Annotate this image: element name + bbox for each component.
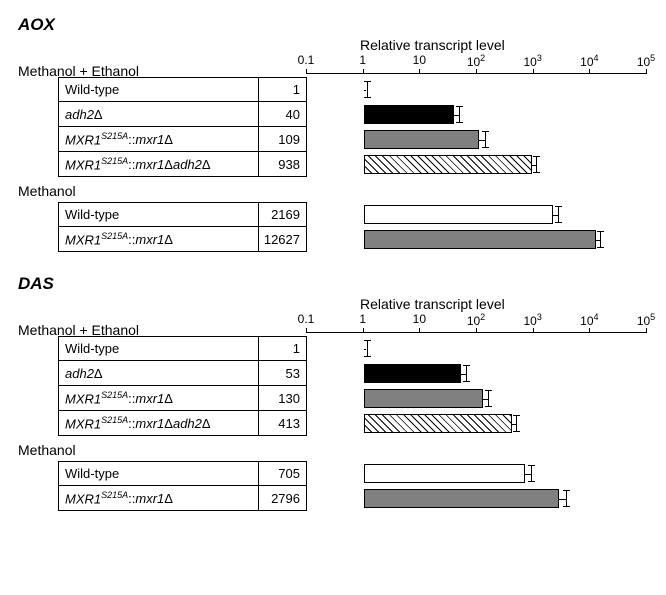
- bar-area: [307, 227, 647, 252]
- bar: [364, 230, 596, 249]
- axis-tick-label: 103: [523, 53, 541, 69]
- axis-title: Relative transcript level: [360, 37, 648, 53]
- error-bar: [566, 490, 567, 507]
- data-row: adh2Δ53: [59, 361, 648, 386]
- data-row: Wild-type705: [59, 461, 648, 486]
- error-bar: [488, 390, 489, 407]
- value-cell: 53: [259, 361, 307, 386]
- axis-tick-label: 1: [359, 312, 366, 326]
- data-row: MXR1S215A ::mxr1Δ109: [59, 127, 648, 152]
- strain-label: MXR1S215A ::mxr1Δ: [59, 227, 259, 252]
- bar: [364, 389, 484, 408]
- data-row: adh2Δ40: [59, 102, 648, 127]
- value-cell: 109: [259, 127, 307, 152]
- strain-label: adh2Δ: [59, 361, 259, 386]
- axis-tick-label: 0.1: [298, 53, 315, 67]
- bar: [364, 464, 525, 483]
- strain-label: MXR1S215A ::mxr1Δadh2Δ: [59, 152, 259, 177]
- error-bar: [600, 231, 601, 248]
- strain-label: Wild-type: [59, 77, 259, 102]
- axis-tick-label: 1: [359, 53, 366, 67]
- data-rows: Wild-type2169MXR1S215A ::mxr1Δ12627: [58, 202, 648, 252]
- value-cell: 40: [259, 102, 307, 127]
- data-row: MXR1S215A ::mxr1Δ12627: [59, 227, 648, 252]
- data-row: Wild-type1: [59, 336, 648, 361]
- axis-tick-label: 10: [413, 53, 426, 67]
- data-row: MXR1S215A ::mxr1Δ adh2Δ413: [59, 411, 648, 436]
- value-cell: 413: [259, 411, 307, 436]
- value-cell: 705: [259, 461, 307, 486]
- axis-tick-label: 10: [413, 312, 426, 326]
- bar: [364, 489, 559, 508]
- axis-tick-label: 104: [580, 53, 598, 69]
- error-bar: [367, 81, 368, 98]
- axis-tick-label: 105: [637, 312, 655, 328]
- bar-area: [307, 127, 647, 152]
- bar-area: [307, 102, 647, 127]
- gene-title: DAS: [18, 274, 648, 294]
- error-bar: [367, 340, 368, 357]
- data-rows: Wild-type705MXR1S215A ::mxr1Δ2796: [58, 461, 648, 511]
- data-row: MXR1S215A ::mxr1Δadh2Δ938: [59, 152, 648, 177]
- axis-tick-label: 103: [523, 312, 541, 328]
- data-rows: Wild-type1adh2Δ40MXR1S215A ::mxr1Δ109MXR…: [58, 77, 648, 177]
- data-row: Wild-type1: [59, 77, 648, 102]
- axis: 0.1110102103104105: [58, 55, 648, 77]
- bar: [364, 364, 462, 383]
- bar-area: [307, 152, 647, 177]
- error-bar: [466, 365, 467, 382]
- panel-das: DAS Relative transcript level 0.1 1 10 102 103…: [18, 274, 648, 511]
- axis-tick-label: 102: [467, 312, 485, 328]
- axis: 0.1110102103104105: [58, 314, 648, 336]
- panel-aox: AOX Relative transcript level 0.1 1 10 102 103…: [18, 15, 648, 252]
- value-cell: 2796: [259, 486, 307, 511]
- value-cell: 1: [259, 77, 307, 102]
- strain-label: MXR1S215A ::mxr1Δ: [59, 386, 259, 411]
- bar: [364, 155, 532, 174]
- error-bar: [531, 465, 532, 482]
- error-bar: [516, 415, 517, 432]
- value-cell: 1: [259, 336, 307, 361]
- value-cell: 130: [259, 386, 307, 411]
- value-cell: 938: [259, 152, 307, 177]
- data-rows: Wild-type1adh2Δ53MXR1S215A ::mxr1Δ130MXR…: [58, 336, 648, 436]
- error-bar: [485, 131, 486, 148]
- data-row: MXR1S215A ::mxr1Δ130: [59, 386, 648, 411]
- axis-tick-label: 104: [580, 312, 598, 328]
- value-cell: 12627: [259, 227, 307, 252]
- bar: [364, 130, 479, 149]
- bar-area: [307, 336, 647, 361]
- condition-label: Methanol: [18, 183, 648, 199]
- strain-label: MXR1S215A ::mxr1Δ: [59, 486, 259, 511]
- bar: [364, 414, 512, 433]
- value-cell: 2169: [259, 202, 307, 227]
- bar: [364, 105, 455, 124]
- axis-tick-label: 0.1: [298, 312, 315, 326]
- bar-area: [307, 77, 647, 102]
- bar: [364, 205, 553, 224]
- data-row: Wild-type2169: [59, 202, 648, 227]
- bar-area: [307, 461, 647, 486]
- axis-title: Relative transcript level: [360, 296, 648, 312]
- strain-label: adh2Δ: [59, 102, 259, 127]
- data-row: MXR1S215A ::mxr1Δ2796: [59, 486, 648, 511]
- error-bar: [536, 156, 537, 173]
- condition-label: Methanol: [18, 442, 648, 458]
- strain-label: MXR1S215A ::mxr1Δ: [59, 127, 259, 152]
- bar-area: [307, 386, 647, 411]
- error-bar: [459, 106, 460, 123]
- strain-label: Wild-type: [59, 461, 259, 486]
- bar-area: [307, 486, 647, 511]
- figure-root: AOX Relative transcript level 0.1 1 10 102 103…: [18, 15, 648, 511]
- bar-area: [307, 202, 647, 227]
- bar-area: [307, 361, 647, 386]
- strain-label: MXR1S215A ::mxr1Δ adh2Δ: [59, 411, 259, 436]
- error-bar: [558, 206, 559, 223]
- gene-title: AOX: [18, 15, 648, 35]
- strain-label: Wild-type: [59, 336, 259, 361]
- strain-label: Wild-type: [59, 202, 259, 227]
- axis-tick-label: 102: [467, 53, 485, 69]
- axis-tick-label: 105: [637, 53, 655, 69]
- bar-area: [307, 411, 647, 436]
